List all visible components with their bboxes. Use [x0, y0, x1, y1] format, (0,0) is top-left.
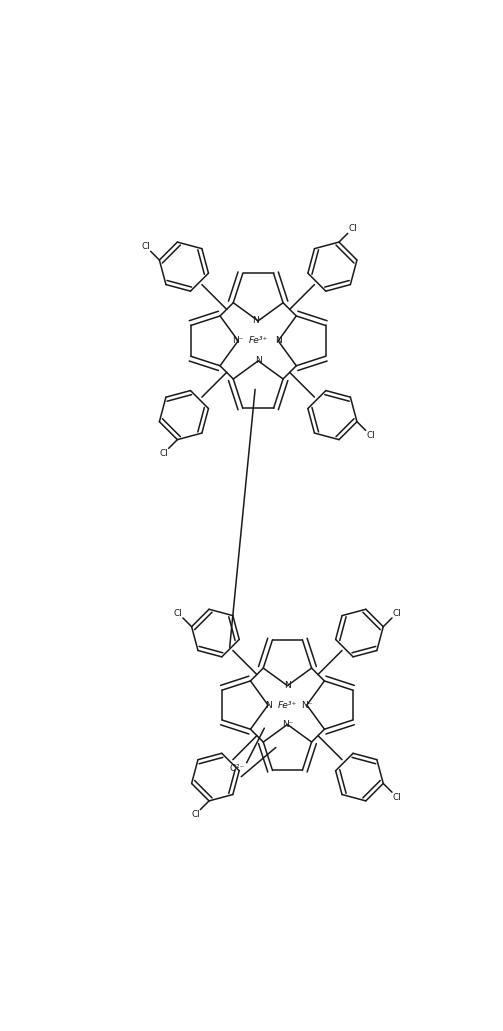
Text: Cl: Cl: [348, 224, 357, 233]
Text: O²⁻: O²⁻: [230, 764, 245, 773]
Text: Fe³⁺: Fe³⁺: [278, 701, 297, 709]
Text: N: N: [275, 336, 282, 345]
Text: N: N: [255, 357, 262, 365]
Text: Cl: Cl: [392, 608, 401, 618]
Text: Fe³⁺: Fe³⁺: [248, 336, 268, 345]
Text: Cl: Cl: [159, 448, 168, 458]
Text: N⁻: N⁻: [253, 317, 264, 326]
Text: Cl: Cl: [366, 431, 375, 440]
Text: N: N: [284, 681, 291, 690]
Text: Cl: Cl: [392, 793, 401, 801]
Text: Cl: Cl: [174, 608, 182, 618]
Text: N⁻: N⁻: [301, 701, 312, 709]
Text: N⁻: N⁻: [232, 336, 244, 345]
Text: Cl: Cl: [191, 810, 200, 819]
Text: Cl: Cl: [141, 242, 150, 251]
Text: N⁻: N⁻: [282, 720, 293, 729]
Text: N: N: [265, 701, 272, 709]
